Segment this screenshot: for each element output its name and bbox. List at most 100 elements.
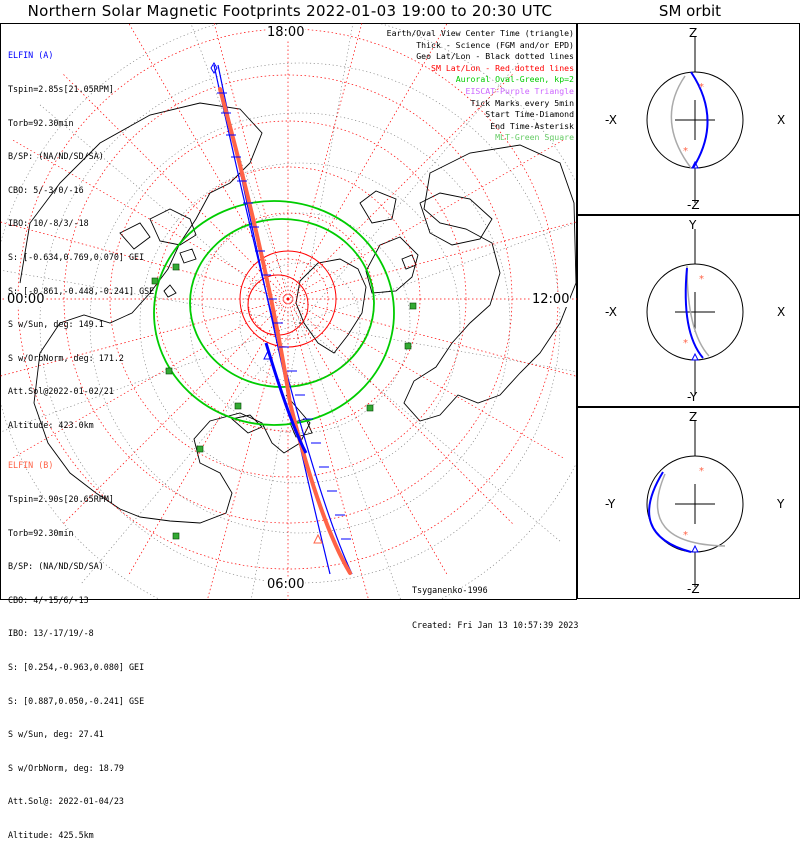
sm-longitude-line [287,298,577,377]
sm-longitude-line [61,72,289,300]
orbit-axis-label-top: Y [688,218,697,232]
sat-b-line: Tspin=2.90s[20.65RPM] [8,494,114,504]
sm-longitude-line [10,298,289,460]
orbit-panel-title: SM orbit [658,2,722,20]
sat-b-line: Torb=92.30min [8,527,74,538]
legend-item: MLT-Green Square [495,132,574,143]
north-america-coast [403,144,577,422]
mlt-square-marker [409,302,417,310]
sat-a-line: CBO: 5/-3/0/-16 [8,184,84,195]
auroral-oval-inner [189,218,375,388]
sm-longitude-line [61,298,289,526]
sat-a-line: Tspin=2.85s[21.05RPM] [8,84,114,94]
sat-b-line: CBO: 4/-15/6/-13 [8,594,89,605]
sm-latitude-circle [109,120,467,478]
model-name: Tsyganenko-1996 [412,585,488,595]
sat-b-line: B/SP: (NA/ND/SD/SA) [8,561,104,572]
orbit-panel-frame [577,23,800,215]
satellite-tracks-layer [210,62,353,575]
credits: Tsyganenko-1996 Created: Fri Jan 13 10:5… [412,562,578,643]
orbit-axis-label-bottom: -Y [687,390,698,404]
legend-item: End Time-Asterisk [490,120,574,131]
sat-b-info: ELFIN (B) Tspin=2.90s[20.65RPM] Torb=92.… [8,438,144,852]
start-diamond [210,62,218,74]
mlt-square-marker [151,277,159,285]
sat-a-line: Altitude: 423.0km [8,419,94,430]
sat-a-name: ELFIN (A) [8,50,54,61]
sm-orbit-panel: Y -Y -X X * * [577,215,800,407]
legend-item: Earth/Oval View Center Time (triangle) [386,28,574,38]
orbit-path-gray [686,265,710,357]
orbit-path-gray [656,473,726,547]
eurasia-coast [19,102,311,524]
sm-longitude-line [287,23,363,300]
sm-orbit-panels: Z -Z -X X * * Y -Y -X X * * Z -Z -Y Y * * [577,23,800,599]
sm-longitude-line [0,298,289,377]
sat-a-line: Torb=92.30min [8,117,74,128]
orbit-panel-frame [577,215,800,407]
sat-a-line: B/SP: (NA/ND/SD/SA) [8,151,104,162]
sm-longitude-line [287,298,370,600]
mlt-label-left: 00:00 [6,292,46,307]
sat-a-line: S w/Sun, deg: 149.1 [8,319,104,330]
orbit-axis-label-left: -X [605,305,617,319]
islands-coast [163,248,417,438]
legend-item: Tick Marks every 5min [470,97,574,108]
geo-latitude-circle [89,112,511,534]
legend-item: SM Lat/Lon - Red dotted lines [431,62,574,73]
track-a-orbit [213,64,353,575]
mlt-label-bottom: 06:00 [266,577,306,592]
chart-title: Northern Solar Magnetic Footprints 2022-… [27,2,553,20]
orbit-path-blue [648,471,692,553]
geo-latitude-circle [139,162,461,484]
orbit-path-blue [684,267,704,359]
mlt-square-marker [172,263,180,271]
sm-longitude-line [287,72,515,300]
auroral-oval-outer [153,200,395,426]
legend-item: EISCAT-Purple Triangle [465,85,574,96]
orbit-asterisk-marker: * [699,82,704,93]
orbit-path-blue [690,71,709,169]
sat-a-line: S: [-0.861,-0.448,-0.241] GSE [8,285,155,296]
mlt-squares-layer [151,263,417,540]
geo-latitude-circle [189,212,411,434]
mlt-square-marker [196,445,204,453]
auroral-oval-layer [153,200,395,426]
orbit-panel-frame [577,407,800,599]
orbit-asterisk-marker: * [699,466,704,477]
sat-a-line: IBO: 10/-8/3/-18 [8,218,89,229]
sat-b-line: S: [0.887,0.050,-0.241] GSE [8,695,145,706]
sat-a-info: ELFIN (A) Tspin=2.85s[21.05RPM] Torb=92.… [8,28,154,442]
sm-longitude-line [287,298,566,460]
canada-arctic-coast [359,190,493,294]
orbit-axis-label-left: -Y [605,497,616,511]
mlt-label-top: 18:00 [266,25,306,40]
legend-item: Thick - Science (FGM and/or EPD) [416,39,574,50]
orbit-axis-label-left: -X [605,113,617,127]
orbit-axis-label-top: Z [689,26,697,40]
polar-footprint-map [0,23,577,600]
legend-item: Geo Lat/Lon - Black dotted lines [416,51,574,62]
sat-a-line: S: [-0.634,0.769,0.070] GEI [8,251,145,262]
track-b-science-north [218,87,292,405]
geo-latitude-circle [39,62,561,584]
orbit-triangle-marker [691,544,699,553]
view-center-triangle [263,349,273,360]
sat-a-line: S w/OrbNorm, deg: 171.2 [8,352,124,363]
orbit-axis-label-right: Y [776,497,785,511]
sm-longitude-line [10,138,289,300]
orbit-asterisk-marker: * [683,530,688,541]
sat-b-line: IBO: 13/-17/19/-8 [8,628,94,639]
orbit-axis-label-right: X [777,305,785,319]
geo-latitude-circle [239,262,361,384]
sm-longitude-line [287,221,577,300]
mlt-square-marker [172,532,180,540]
orbit-asterisk-marker: * [683,146,688,157]
mlt-square-marker [234,402,242,410]
sat-b-line: Altitude: 425.5km [8,829,94,840]
created-timestamp: Created: Fri Jan 13 10:57:39 2023 [412,619,579,630]
sm-longitude-line [127,298,289,577]
sm-longitude-line [206,298,289,600]
orbit-axis-label-bottom: -Z [687,198,700,212]
geo-grid-layer [0,23,577,600]
